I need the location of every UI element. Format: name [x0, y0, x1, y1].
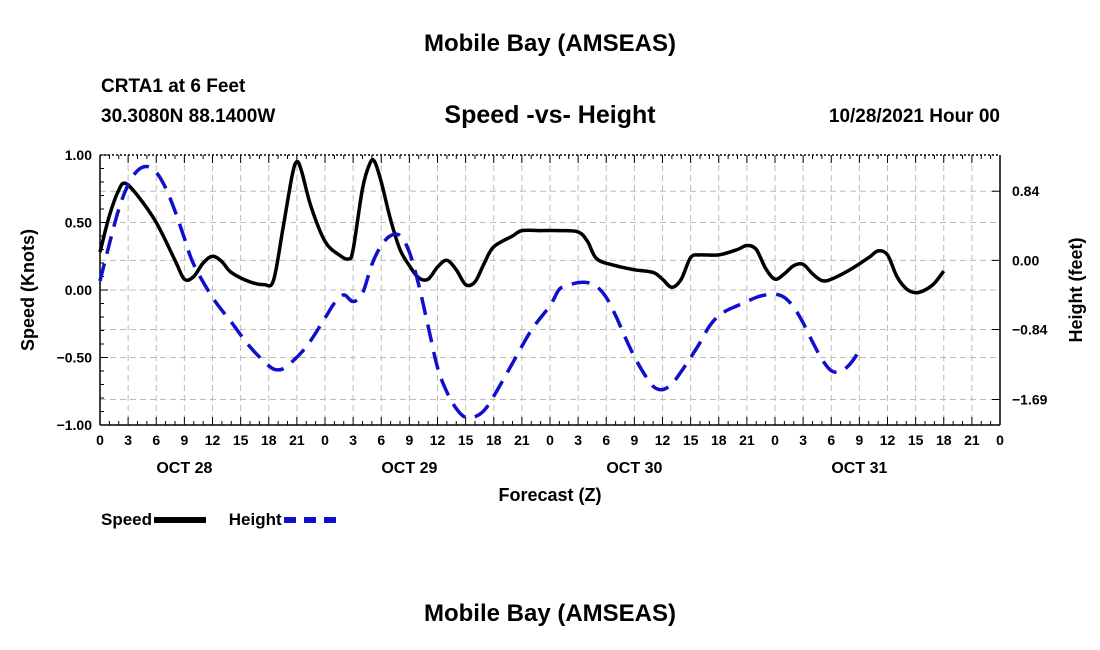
- x-axis-title: Forecast (Z): [498, 485, 601, 505]
- x-tick-label: 18: [486, 432, 502, 448]
- x-tick-label: 21: [514, 432, 530, 448]
- x-day-label: OCT 28: [156, 460, 212, 477]
- station-label: CRTA1 at 6 Feet: [101, 76, 246, 97]
- x-tick-label: 3: [799, 432, 807, 448]
- station-coordinates: 30.3080N 88.1400W: [101, 106, 276, 127]
- x-tick-label: 0: [996, 432, 1004, 448]
- x-tick-label: 12: [205, 432, 221, 448]
- x-tick-label: 18: [936, 432, 952, 448]
- x-tick-label: 15: [233, 432, 249, 448]
- chart-subtitle: Speed -vs- Height: [444, 101, 656, 129]
- x-tick-label: 12: [430, 432, 446, 448]
- x-tick-label: 6: [827, 432, 835, 448]
- x-tick-label: 15: [908, 432, 924, 448]
- x-tick-label: 9: [405, 432, 413, 448]
- y-left-tick-label: 1.00: [65, 147, 92, 163]
- x-day-label: OCT 30: [606, 460, 662, 477]
- y-right-tick-label: −0.84: [1012, 322, 1048, 338]
- legend-speed-label: Speed: [101, 510, 153, 529]
- x-tick-label: 3: [124, 432, 132, 448]
- x-day-label: OCT 29: [381, 460, 437, 477]
- x-tick-label: 21: [964, 432, 980, 448]
- speed-height-chart: 0 3 6 9 12 15 18 21 0 3 6 9 12 15 18 21 0 3 6 9 12 15 18 21 0 3 6 9…: [18, 147, 1086, 505]
- x-tick-label: 3: [349, 432, 357, 448]
- series-line-height: [98, 164, 861, 421]
- y-right-tick-label: −1.69: [1012, 391, 1048, 407]
- y-left-tick-label: −1.00: [57, 417, 93, 433]
- x-tick-label: 0: [546, 432, 554, 448]
- chart-legend: Speed Height: [101, 510, 354, 530]
- y-left-tick-label: −0.50: [57, 350, 93, 366]
- footer-title: Mobile Bay (AMSEAS): [423, 600, 677, 627]
- x-tick-label: 9: [855, 432, 863, 448]
- x-tick-label: 3: [574, 432, 582, 448]
- x-tick-label: 21: [739, 432, 755, 448]
- y-left-axis-title: Speed (Knots): [18, 229, 38, 351]
- x-tick-label: 12: [655, 432, 671, 448]
- x-day-label: OCT 31: [831, 460, 887, 477]
- y-left-tick-label: 0.00: [65, 282, 92, 298]
- x-tick-label: 21: [289, 432, 305, 448]
- forecast-timestamp: 10/28/2021 Hour 00: [828, 106, 1000, 127]
- y-right-tick-label: 0.00: [1012, 252, 1039, 268]
- x-tick-label: 9: [180, 432, 188, 448]
- x-tick-label: 6: [152, 432, 160, 448]
- legend-speed-swatch: [154, 517, 207, 523]
- y-right-tick-label: 0.84: [1012, 183, 1039, 199]
- x-tick-label: 6: [377, 432, 385, 448]
- legend-item-height: Height: [229, 510, 336, 530]
- legend-item-speed: Speed: [101, 510, 207, 530]
- x-tick-label: 0: [96, 432, 104, 448]
- legend-height-label: Height: [228, 510, 282, 529]
- x-tick-label: 18: [711, 432, 727, 448]
- series-line-speed: [98, 157, 946, 295]
- y-right-axis-title: Height (feet): [1066, 238, 1086, 343]
- legend-height-swatch: [283, 517, 336, 523]
- x-tick-label: 15: [683, 432, 699, 448]
- x-tick-label: 0: [321, 432, 329, 448]
- x-tick-label: 15: [458, 432, 474, 448]
- x-tick-label: 0: [771, 432, 779, 448]
- y-left-tick-label: 0.50: [65, 215, 92, 231]
- x-tick-label: 9: [630, 432, 638, 448]
- x-tick-label: 12: [880, 432, 896, 448]
- chart-main-title: Mobile Bay (AMSEAS): [423, 30, 677, 57]
- x-tick-label: 6: [602, 432, 610, 448]
- x-tick-label: 18: [261, 432, 277, 448]
